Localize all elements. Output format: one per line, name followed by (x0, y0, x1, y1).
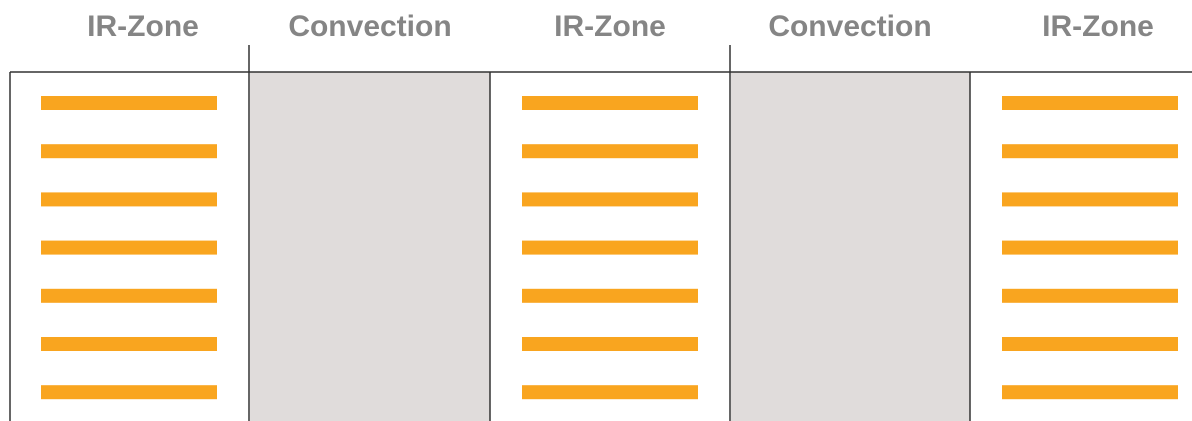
convection-zone-fill (731, 72, 970, 421)
zone-backgrounds (250, 72, 970, 421)
heater-bars (41, 96, 1178, 400)
ir-heater-bar (1002, 337, 1178, 351)
ir-heater-bar (41, 240, 217, 255)
ir-heater-bar (41, 337, 217, 351)
ir-heater-bar (522, 240, 698, 255)
convection-zone-fill (250, 72, 490, 421)
ir-heater-bar (1002, 96, 1178, 110)
ir-heater-bar (41, 385, 217, 400)
ir-heater-bar (522, 96, 698, 110)
zone-borders (9, 45, 1192, 421)
ir-heater-bar (41, 288, 217, 303)
ir-heater-bar (522, 385, 698, 400)
ir-heater-bar (522, 288, 698, 303)
zone-label: IR-Zone (87, 10, 199, 43)
ir-heater-bar (1002, 192, 1178, 207)
ir-heater-bar (522, 144, 698, 159)
ir-heater-bar (41, 96, 217, 110)
zone-label: IR-Zone (554, 10, 666, 43)
zone-label: Convection (288, 10, 451, 43)
ir-heater-bar (522, 192, 698, 207)
ir-heater-bar (1002, 385, 1178, 400)
ir-heater-bar (41, 144, 217, 159)
ir-heater-bar (41, 192, 217, 207)
ir-heater-bar (522, 337, 698, 351)
ir-heater-bar (1002, 240, 1178, 255)
zone-labels: IR-Zone Convection IR-Zone Convection IR… (87, 10, 1154, 43)
zone-label: Convection (768, 10, 931, 43)
ir-heater-bar (1002, 144, 1178, 159)
zone-label: IR-Zone (1042, 10, 1154, 43)
ir-heater-bar (1002, 288, 1178, 303)
